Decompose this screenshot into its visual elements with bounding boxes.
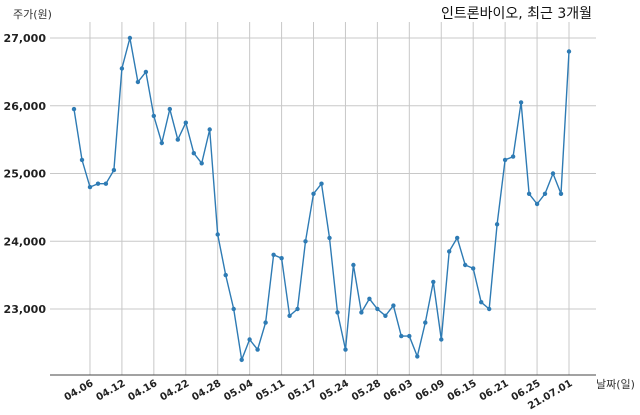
data-point <box>550 171 556 176</box>
price-line <box>73 37 570 363</box>
y-tick-label: 24,000 <box>4 235 47 248</box>
data-point <box>455 235 460 241</box>
x-tick-label: 04.06 <box>63 378 96 403</box>
x-tick-label: 06.21 <box>478 378 511 403</box>
data-point <box>199 161 204 166</box>
data-point <box>479 300 484 305</box>
x-tick-label: 06.15 <box>446 378 479 403</box>
data-point <box>367 296 372 301</box>
data-point <box>534 201 540 207</box>
data-point <box>351 262 356 268</box>
data-point <box>431 279 436 285</box>
data-point <box>463 262 468 268</box>
data-point <box>223 272 228 278</box>
data-point <box>423 320 428 325</box>
data-point <box>319 181 324 186</box>
x-tick-label: 06.09 <box>414 378 447 403</box>
data-point <box>287 313 292 318</box>
data-point <box>359 310 364 315</box>
data-point <box>79 157 85 163</box>
data-point <box>391 303 396 308</box>
x-tick-labels: 04.06 04.12 04.16 04.22 04.28 05.04 05.11 05.17… <box>63 378 575 412</box>
data-point <box>191 151 196 156</box>
data-point <box>175 137 180 142</box>
data-point <box>87 184 93 190</box>
data-point <box>263 320 268 325</box>
chart-title: 인트론바이오, 최근 3개월 <box>441 6 592 22</box>
data-point <box>103 181 109 186</box>
data-point <box>183 120 188 125</box>
x-tick-label: 04.28 <box>190 378 223 403</box>
data-point <box>71 106 77 112</box>
data-point <box>207 127 212 132</box>
data-point <box>271 252 276 257</box>
data-point <box>215 232 220 237</box>
data-point <box>127 35 133 41</box>
data-point <box>471 266 476 271</box>
data-point <box>159 140 164 146</box>
data-point <box>558 191 564 196</box>
data-point <box>510 154 516 159</box>
x-axis-label: 날짜(일) <box>596 377 635 391</box>
data-point <box>542 191 548 196</box>
data-point <box>311 191 316 196</box>
data-point <box>247 337 252 342</box>
x-tick-label: 05.17 <box>286 378 319 403</box>
grid-lines <box>50 22 596 375</box>
x-tick-label: 05.28 <box>350 378 383 403</box>
data-point <box>487 306 492 312</box>
x-tick-label: 05.24 <box>318 378 351 403</box>
data-point <box>439 337 444 342</box>
y-axis-label: 주가(원) <box>13 8 52 21</box>
data-point <box>239 357 244 362</box>
data-point <box>135 79 141 85</box>
data-point <box>407 333 412 339</box>
x-tick-label: 04.22 <box>158 378 191 403</box>
x-tick-label: 06.03 <box>382 378 415 403</box>
data-point <box>383 313 388 318</box>
y-tick-label: 25,000 <box>4 168 47 181</box>
data-point <box>415 354 420 359</box>
x-tick-label: 04.12 <box>95 378 128 403</box>
x-tick-label: 05.04 <box>222 378 255 403</box>
y-tick-labels: 23,000 24,000 25,000 26,000 27,000 <box>4 32 47 316</box>
data-point <box>303 239 308 244</box>
data-point <box>295 306 300 312</box>
data-point <box>447 249 452 254</box>
data-point <box>255 347 260 352</box>
data-point <box>502 157 508 163</box>
x-tick-label: 04.16 <box>126 378 159 403</box>
data-point <box>231 306 236 312</box>
data-point <box>335 310 340 315</box>
price-points <box>71 35 572 362</box>
data-point <box>279 256 284 261</box>
data-point <box>343 347 348 352</box>
data-point <box>327 235 332 241</box>
x-tick-label: 05.11 <box>254 378 287 403</box>
data-point <box>518 100 524 105</box>
y-tick-label: 23,000 <box>4 303 47 316</box>
y-tick-label: 27,000 <box>4 32 47 45</box>
data-point <box>119 66 125 71</box>
data-point <box>526 191 532 196</box>
data-point <box>95 181 101 186</box>
data-point <box>375 306 380 312</box>
data-point <box>494 222 500 227</box>
data-point <box>151 113 156 119</box>
data-point <box>111 167 117 173</box>
y-tick-label: 26,000 <box>4 100 47 113</box>
data-point <box>566 49 572 54</box>
data-point <box>143 69 149 75</box>
data-point <box>399 333 404 339</box>
data-point <box>167 106 172 112</box>
